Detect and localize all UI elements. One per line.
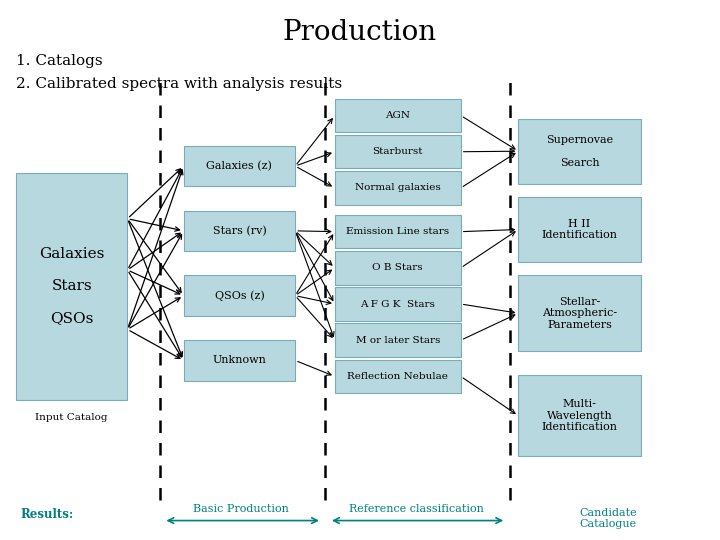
FancyBboxPatch shape: [518, 375, 641, 456]
FancyBboxPatch shape: [335, 251, 461, 285]
Text: Stellar-
Atmospheric-
Parameters: Stellar- Atmospheric- Parameters: [542, 296, 617, 330]
Text: QSOs (z): QSOs (z): [215, 291, 264, 301]
FancyBboxPatch shape: [335, 215, 461, 248]
FancyBboxPatch shape: [335, 360, 461, 393]
Text: Reflection Nebulae: Reflection Nebulae: [347, 372, 449, 381]
Text: Results:: Results:: [20, 508, 73, 521]
FancyBboxPatch shape: [184, 275, 295, 316]
FancyBboxPatch shape: [518, 197, 641, 262]
Text: M or later Stars: M or later Stars: [356, 336, 440, 345]
Text: H II
Identification: H II Identification: [541, 219, 618, 240]
Text: Galaxies (z): Galaxies (z): [207, 161, 272, 171]
Text: Galaxies

Stars

QSOs: Galaxies Stars QSOs: [39, 247, 104, 326]
FancyBboxPatch shape: [335, 287, 461, 321]
Text: Candidate
Catalogue: Candidate Catalogue: [580, 508, 637, 529]
Text: AGN: AGN: [385, 111, 410, 120]
Text: Supernovae

Search: Supernovae Search: [546, 134, 613, 168]
Text: Unknown: Unknown: [212, 355, 266, 366]
Text: Multi-
Wavelength
Identification: Multi- Wavelength Identification: [541, 399, 618, 433]
Text: O B Stars: O B Stars: [372, 264, 423, 272]
FancyBboxPatch shape: [335, 99, 461, 132]
FancyBboxPatch shape: [518, 119, 641, 184]
FancyBboxPatch shape: [335, 323, 461, 357]
Text: A F G K  Stars: A F G K Stars: [361, 300, 435, 308]
Text: Starburst: Starburst: [372, 147, 423, 156]
FancyBboxPatch shape: [184, 146, 295, 186]
FancyBboxPatch shape: [184, 211, 295, 251]
Text: Normal galaxies: Normal galaxies: [355, 184, 441, 192]
Text: Emission Line stars: Emission Line stars: [346, 227, 449, 236]
Text: 1. Catalogs: 1. Catalogs: [16, 54, 102, 68]
Text: Stars (rv): Stars (rv): [212, 226, 266, 236]
FancyBboxPatch shape: [16, 173, 127, 400]
FancyBboxPatch shape: [335, 135, 461, 168]
Text: Reference classification: Reference classification: [348, 504, 484, 514]
Text: Basic Production: Basic Production: [193, 504, 289, 514]
Text: Production: Production: [283, 19, 437, 46]
Text: Input Catalog: Input Catalog: [35, 413, 108, 422]
FancyBboxPatch shape: [518, 275, 641, 351]
FancyBboxPatch shape: [184, 340, 295, 381]
Text: 2. Calibrated spectra with analysis results: 2. Calibrated spectra with analysis resu…: [16, 77, 342, 91]
FancyBboxPatch shape: [335, 171, 461, 205]
